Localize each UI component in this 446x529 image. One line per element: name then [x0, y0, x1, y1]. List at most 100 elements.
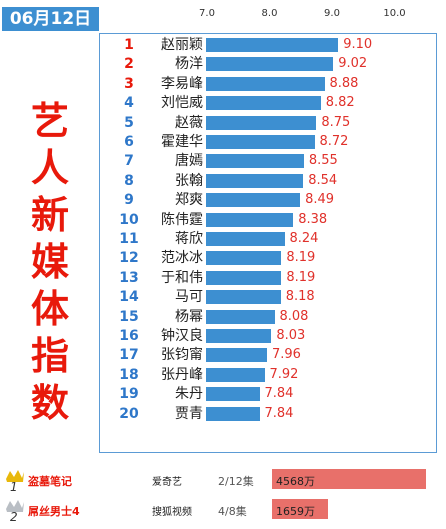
artist-name: 刘恺威: [161, 95, 203, 112]
side-title-char: 艺: [30, 99, 69, 143]
bar: [206, 329, 272, 343]
bar: [206, 387, 260, 402]
value-label: 7.84: [264, 386, 294, 402]
x-tick-label: 9.0: [324, 8, 340, 19]
value-label: 8.19: [286, 250, 316, 266]
side-title-char: 指: [30, 334, 69, 378]
show-title: 屌丝男士4: [28, 505, 80, 518]
bar: [206, 154, 304, 169]
artist-name: 张钧甯: [161, 347, 203, 364]
rank-number: 6: [124, 134, 134, 150]
bar: [206, 270, 282, 285]
show-platform: 爱奇艺: [152, 477, 182, 488]
bar: [206, 232, 285, 246]
rank-number: 19: [119, 386, 139, 403]
side-title-char: 人: [30, 146, 69, 190]
show-platform: 搜狐视频: [152, 507, 192, 518]
side-title-char: 数: [30, 381, 69, 425]
rank-number: 12: [119, 250, 139, 267]
side-title-char: 媒: [30, 240, 69, 284]
artist-name: 杨幂: [175, 308, 203, 325]
rank-number: 13: [119, 269, 139, 286]
chart-frame: [99, 33, 437, 453]
bar: [206, 38, 339, 52]
bar: [206, 251, 282, 266]
value-label: 7.84: [264, 405, 294, 421]
value-label: 8.19: [286, 269, 316, 285]
rank-number: 16: [119, 328, 139, 344]
value-label: 8.24: [289, 231, 319, 246]
value-label: 8.03: [276, 328, 306, 343]
value-label: 8.72: [319, 134, 349, 149]
value-label: 8.49: [305, 192, 335, 208]
artist-name: 李易峰: [161, 75, 203, 92]
crown-icon: [6, 470, 24, 482]
side-title: 艺 人 新 媒 体 指 数: [20, 98, 80, 427]
side-title-char: 新: [30, 193, 69, 237]
rank-number: 17: [119, 347, 139, 364]
bar: [206, 406, 260, 421]
bar: [206, 367, 265, 382]
bar: [206, 309, 275, 324]
rank-number: 3: [124, 75, 134, 92]
rank-number: 8: [124, 172, 134, 189]
artist-name: 赵薇: [175, 114, 203, 131]
show-row: 1 盗墓笔记 爱奇艺 2/12集 4568万: [0, 467, 446, 499]
artist-name: 霍建华: [161, 134, 203, 150]
value-label: 8.88: [329, 75, 359, 91]
crown-icon: [6, 500, 24, 512]
bar: [206, 57, 334, 72]
value-label: 7.92: [269, 366, 299, 382]
rank-number: 1: [124, 37, 134, 53]
artist-name: 杨洋: [175, 56, 203, 73]
artist-name: 贾青: [175, 405, 203, 422]
value-label: 9.10: [343, 37, 373, 52]
views-label: 4568万: [276, 475, 315, 488]
views-bar: [272, 499, 328, 519]
value-label: 8.54: [308, 172, 338, 188]
value-label: 7.96: [272, 347, 301, 363]
views-label: 1659万: [276, 505, 315, 518]
value-label: 8.82: [325, 95, 355, 111]
show-rank: 2: [10, 510, 18, 524]
x-tick-label: 7.0: [199, 8, 215, 19]
bar: [206, 193, 301, 208]
artist-name: 钟汉良: [161, 328, 203, 344]
show-episodes: 4/8集: [218, 505, 247, 518]
artist-name: 朱丹: [175, 386, 203, 403]
show-title: 盗墓笔记: [28, 475, 72, 488]
artist-name: 赵丽颖: [161, 37, 203, 53]
show-row: 2 屌丝男士4 搜狐视频 4/8集 1659万: [0, 497, 446, 529]
bar: [206, 115, 317, 130]
rank-number: 10: [119, 211, 139, 228]
value-label: 8.18: [285, 289, 315, 305]
bar: [206, 76, 325, 91]
artist-name: 张丹峰: [161, 366, 203, 383]
rank-number: 15: [119, 308, 139, 325]
artist-name: 张翰: [175, 172, 203, 189]
bar: [206, 212, 294, 227]
show-rank: 1: [10, 480, 18, 494]
rank-number: 4: [124, 95, 134, 112]
bar: [206, 135, 315, 149]
rank-number: 7: [124, 153, 134, 170]
artist-name: 范冰冰: [161, 250, 203, 267]
artist-name: 于和伟: [161, 269, 203, 286]
side-title-char: 体: [30, 287, 69, 331]
bar: [206, 96, 321, 111]
views-bar: [272, 469, 426, 489]
value-label: 8.75: [321, 114, 351, 130]
bar: [206, 173, 304, 188]
value-label: 9.02: [338, 56, 368, 72]
value-label: 8.08: [279, 308, 309, 324]
x-tick-label: 8.0: [261, 8, 278, 19]
value-label: 8.38: [298, 211, 328, 227]
show-episodes: 2/12集: [218, 475, 254, 488]
rank-number: 5: [124, 114, 134, 131]
rank-number: 9: [124, 192, 134, 209]
x-tick-label: 10.0: [383, 8, 406, 19]
artist-name: 陈伟霆: [161, 211, 203, 228]
rank-number: 14: [119, 289, 139, 306]
bar: [206, 290, 281, 305]
